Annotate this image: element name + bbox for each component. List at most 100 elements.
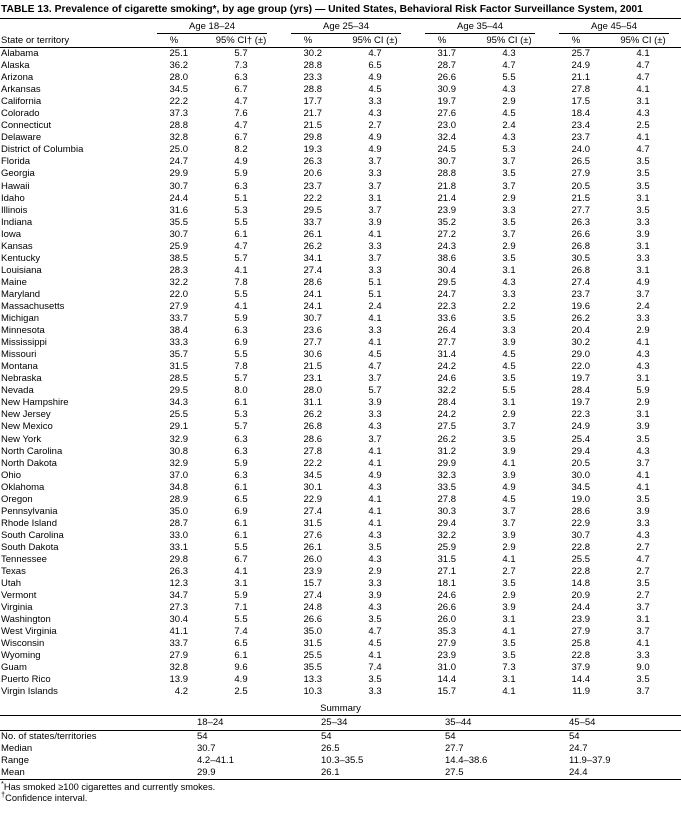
state-cell: Virginia [1,602,33,614]
ci-cell: 3.7 [368,156,382,168]
ci-cell: 3.1 [502,264,516,276]
state-cell: Virgin Islands [1,686,58,698]
state-cell: Wisconsin [1,638,45,650]
table-row: Michigan 33.7 5.9 30.7 4.1 33.6 3.5 26.2 3.3 [0,313,681,325]
percent-cell: 26.5 [571,156,591,168]
ci-cell: 3.3 [636,252,650,264]
percent-cell: 27.9 [169,650,189,662]
ci-cell: 2.9 [502,192,516,204]
ci-cell: 3.7 [502,517,516,529]
ci-cell: 3.3 [368,686,382,698]
percent-cell: 28.3 [169,264,189,276]
ci-cell: 7.3 [234,60,248,72]
ci-cell: 5.5 [234,288,248,300]
percent-cell: 21.1 [571,72,591,84]
ci-cell: 3.5 [368,674,382,686]
percent-cell: 19.7 [437,96,457,108]
percent-cell: 32.2 [437,529,457,541]
ci-cell: 5.1 [234,192,248,204]
ci-cell: 9.6 [234,662,248,674]
percent-cell: 25.4 [571,433,591,445]
percent-cell: 30.7 [437,156,457,168]
percent-cell: 26.4 [437,325,457,337]
percent-cell: 29.4 [571,445,591,457]
summary-value-cell: 14.4–38.6 [445,754,488,766]
ci-cell: 4.1 [636,48,650,59]
percent-cell: 27.6 [303,529,323,541]
table-row: Kentucky 38.5 5.7 34.1 3.7 38.6 3.5 30.5 3.3 [0,253,681,265]
ci-cell: 3.3 [368,264,382,276]
ci-cell: 5.5 [502,72,516,84]
table-row: Mississippi 33.3 6.9 27.7 4.1 27.7 3.9 30.2 4.1 [0,337,681,349]
age-group-label: Age 18–24 [157,21,267,34]
ci-cell: 2.2 [502,300,516,312]
ci-cell: 3.5 [502,433,516,445]
ci-cell: 4.1 [368,493,382,505]
percent-cell: 19.7 [571,397,591,409]
table-row: Guam 32.8 9.6 35.5 7.4 31.0 7.3 37.9 9.0 [0,662,681,674]
percent-cell: 25.9 [437,541,457,553]
summary-value-cell: 10.3–35.5 [321,754,364,766]
ci-cell: 3.1 [636,373,650,385]
state-cell: North Carolina [1,445,63,457]
percent-cell: 20.5 [571,180,591,192]
ci-cell: 5.5 [234,349,248,361]
state-cell: Rhode Island [1,517,57,529]
ci-cell: 3.3 [636,517,650,529]
percent-cell: 27.9 [169,300,189,312]
table-row: Colorado 37.3 7.6 21.7 4.3 27.6 4.5 18.4 4.3 [0,108,681,120]
ci-cell: 4.9 [368,144,382,156]
state-cell: Missouri [1,349,37,361]
summary-col-header-25-34: 25–34 [309,714,433,731]
ci-cell: 6.1 [234,650,248,662]
percent-cell: 32.8 [169,662,189,674]
ci-cell: 4.1 [368,505,382,517]
percent-cell: 29.8 [169,553,189,565]
ci-cell: 2.7 [636,566,650,578]
percent-cell: 27.7 [571,204,591,216]
percent-cell: 32.8 [169,132,189,144]
percent-cell: 23.4 [571,120,591,132]
summary-row: Mean 29.9 26.1 27.5 24.4 [0,766,681,780]
ci-cell: 2.9 [502,541,516,553]
percent-cell: 26.3 [169,566,189,578]
ci-cell: 2.7 [368,120,382,132]
ci-cell: 3.5 [636,433,650,445]
ci-cell: 4.5 [502,108,516,120]
state-cell: Arkansas [1,84,41,96]
percent-cell: 21.5 [571,192,591,204]
table-row: Florida 24.7 4.9 26.3 3.7 30.7 3.7 26.5 3.5 [0,156,681,168]
percent-header: % [279,34,337,48]
ci-cell: 3.7 [502,228,516,240]
ci-cell: 4.3 [368,553,382,565]
ci-cell: 3.3 [502,204,516,216]
percent-cell: 25.8 [571,638,591,650]
summary-col-header-18-24: 18–24 [185,714,309,731]
ci-cell: 3.3 [368,168,382,180]
ci-cell: 3.5 [502,252,516,264]
percent-cell: 33.7 [303,216,323,228]
ci-cell: 3.1 [502,397,516,409]
ci-cell: 4.1 [636,337,650,349]
state-cell: Arizona [1,72,34,84]
ci-cell: 2.9 [636,325,650,337]
table-row: California 22.2 4.7 17.7 3.3 19.7 2.9 17.5 3.1 [0,96,681,108]
ci-cell: 3.9 [636,228,650,240]
state-cell: Alabama [1,48,39,59]
percent-cell: 26.0 [437,614,457,626]
table-row: Illinois 31.6 5.3 29.5 3.7 23.9 3.3 27.7 3.5 [0,205,681,217]
percent-cell: 28.7 [437,60,457,72]
percent-cell: 17.7 [303,96,323,108]
percent-cell: 23.3 [303,72,323,84]
ci-cell: 6.5 [234,493,248,505]
percent-cell: 24.6 [437,590,457,602]
ci-cell: 7.8 [234,361,248,373]
percent-cell: 28.6 [303,276,323,288]
ci-cell: 6.7 [234,84,248,96]
percent-cell: 23.9 [437,204,457,216]
age-group-header-row: Age 18–24 Age 25–34 Age 35–44 Age 45–54 [0,19,681,34]
table-row: Georgia 29.9 5.9 20.6 3.3 28.8 3.5 27.9 3.5 [0,168,681,180]
ci-cell: 4.3 [368,529,382,541]
ci-cell: 2.4 [368,300,382,312]
table-body: Alabama 25.1 5.7 30.2 4.7 31.7 4.3 25.7 4.1 Alask… [0,48,681,699]
